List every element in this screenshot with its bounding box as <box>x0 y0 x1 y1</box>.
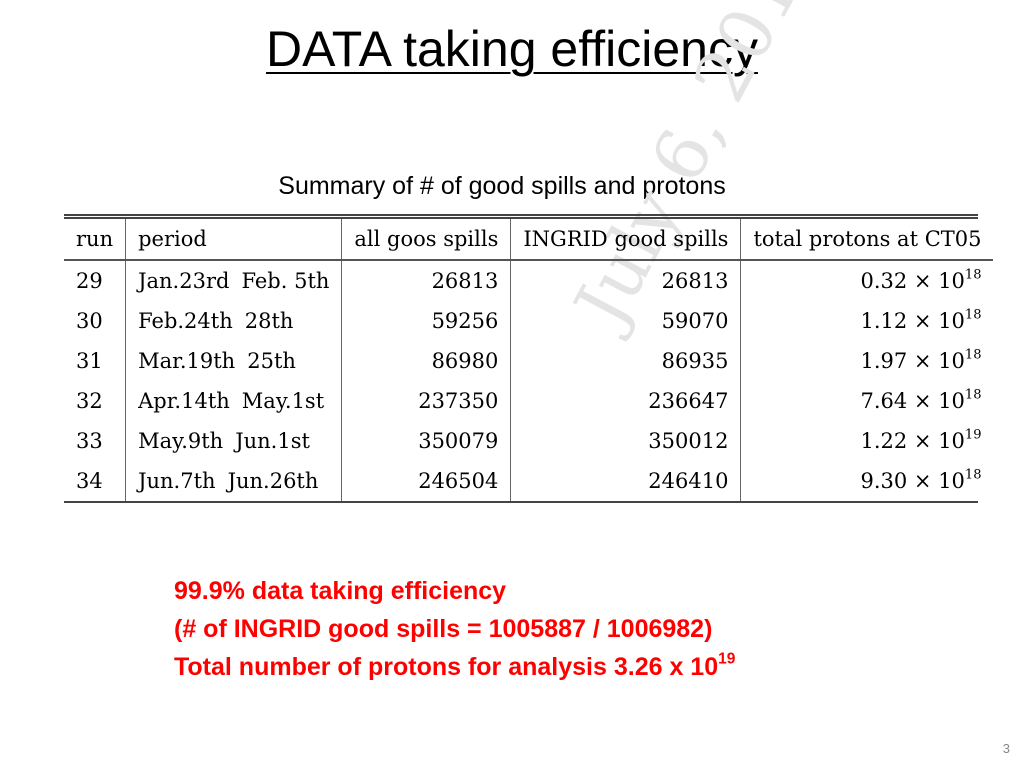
protons-mantissa: 0.32 × 10 <box>860 269 965 293</box>
cell-ingrid-spills: 246410 <box>510 461 741 501</box>
cell-total-protons: 9.30 × 1018 <box>740 461 994 501</box>
protons-mantissa: 7.64 × 10 <box>860 389 965 413</box>
period-end: 28th <box>244 309 294 333</box>
period-end: 25th <box>247 349 296 373</box>
cell-total-protons: 0.32 × 1018 <box>740 260 994 301</box>
cell-run: 29 <box>76 269 103 293</box>
protons-mantissa: 1.12 × 10 <box>860 309 965 333</box>
table-header-row: run period all goos spills INGRID good s… <box>64 219 994 261</box>
slide-number: 3 <box>1002 741 1010 756</box>
period-start: Mar.19th <box>138 349 236 373</box>
cell-period: Feb.24th 28th <box>125 301 342 341</box>
period-end: Jun.1st <box>235 429 310 453</box>
period-end: May.1st <box>241 389 325 413</box>
period-start: May.9th <box>138 429 224 453</box>
cell-total-protons: 1.22 × 1019 <box>740 421 994 461</box>
protons-mantissa: 1.97 × 10 <box>860 349 965 373</box>
table-row: 34 Jun.7th Jun.26th 246504 246410 9.30 × … <box>64 461 994 501</box>
table-row: 31 Mar.19th 25th 86980 86935 1.97 × 1018 <box>64 341 994 381</box>
cell-period: May.9th Jun.1st <box>125 421 342 461</box>
table-caption: Summary of # of good spills and protons <box>278 172 726 200</box>
total-protons-line: Total number of protons for analysis 3.2… <box>174 648 994 686</box>
summary-table: run period all goos spills INGRID good s… <box>64 214 994 503</box>
cell-ingrid-spills: 59070 <box>510 301 741 341</box>
cell-all-spills: 350079 <box>341 421 511 461</box>
cell-period: Mar.19th 25th <box>125 341 342 381</box>
cell-run: 31 <box>76 349 103 373</box>
cell-ingrid-spills: 26813 <box>510 260 741 301</box>
cell-all-spills: 237350 <box>341 381 511 421</box>
period-start: Feb.24th <box>138 309 233 333</box>
efficiency-line: 99.9% data taking efficiency <box>174 577 507 605</box>
protons-exponent: 18 <box>964 467 982 483</box>
protons-exponent: 18 <box>964 307 982 323</box>
cell-run: 30 <box>76 309 103 333</box>
cell-ingrid-spills: 236647 <box>510 381 741 421</box>
header-all-spills: all goos spills <box>341 219 511 261</box>
protons-mantissa: 1.22 × 10 <box>860 429 965 453</box>
efficiency-summary: 99.9% data taking efficiency (# of INGRI… <box>174 572 994 686</box>
cell-total-protons: 7.64 × 1018 <box>740 381 994 421</box>
period-start: Jun.7th <box>138 469 216 493</box>
total-protons-exponent: 19 <box>718 650 736 668</box>
good-spills-line: (# of INGRID good spills = 1005887 / 100… <box>174 615 713 643</box>
cell-period: Jan.23rd Feb. 5th <box>125 260 342 301</box>
period-end: Jun.26th <box>227 469 319 493</box>
cell-all-spills: 26813 <box>341 260 511 301</box>
cell-total-protons: 1.12 × 1018 <box>740 301 994 341</box>
header-period: period <box>125 219 342 261</box>
period-start: Apr.14th <box>138 389 230 413</box>
table-row: 30 Feb.24th 28th 59256 59070 1.12 × 1018 <box>64 301 994 341</box>
cell-all-spills: 86980 <box>341 341 511 381</box>
cell-run: 33 <box>76 429 103 453</box>
protons-exponent: 18 <box>964 267 982 283</box>
cell-run: 34 <box>76 469 103 493</box>
table-row: 29 Jan.23rd Feb. 5th 26813 26813 0.32 × 1… <box>64 260 994 301</box>
cell-ingrid-spills: 86935 <box>510 341 741 381</box>
cell-period: Jun.7th Jun.26th <box>125 461 342 501</box>
period-end: Feb. 5th <box>241 269 330 293</box>
protons-exponent: 19 <box>964 427 982 443</box>
slide-title: DATA taking efficiency <box>266 21 758 77</box>
protons-exponent: 18 <box>964 387 982 403</box>
cell-period: Apr.14th May.1st <box>125 381 342 421</box>
protons-exponent: 18 <box>964 347 982 363</box>
header-total-protons: total protons at CT05 <box>740 219 994 261</box>
cell-all-spills: 246504 <box>341 461 511 501</box>
header-run: run <box>64 219 126 261</box>
cell-run: 32 <box>76 389 103 413</box>
cell-ingrid-spills: 350012 <box>510 421 741 461</box>
period-start: Jan.23rd <box>138 269 230 293</box>
cell-all-spills: 59256 <box>341 301 511 341</box>
protons-mantissa: 9.30 × 10 <box>860 469 965 493</box>
total-protons-text: Total number of protons for analysis 3.2… <box>174 653 719 681</box>
spills-protons-table: run period all goos spills INGRID good s… <box>64 219 994 501</box>
cell-total-protons: 1.97 × 1018 <box>740 341 994 381</box>
table-row: 33 May.9th Jun.1st 350079 350012 1.22 × 1… <box>64 421 994 461</box>
table-row: 32 Apr.14th May.1st 237350 236647 7.64 × … <box>64 381 994 421</box>
header-ingrid-spills: INGRID good spills <box>510 219 741 261</box>
